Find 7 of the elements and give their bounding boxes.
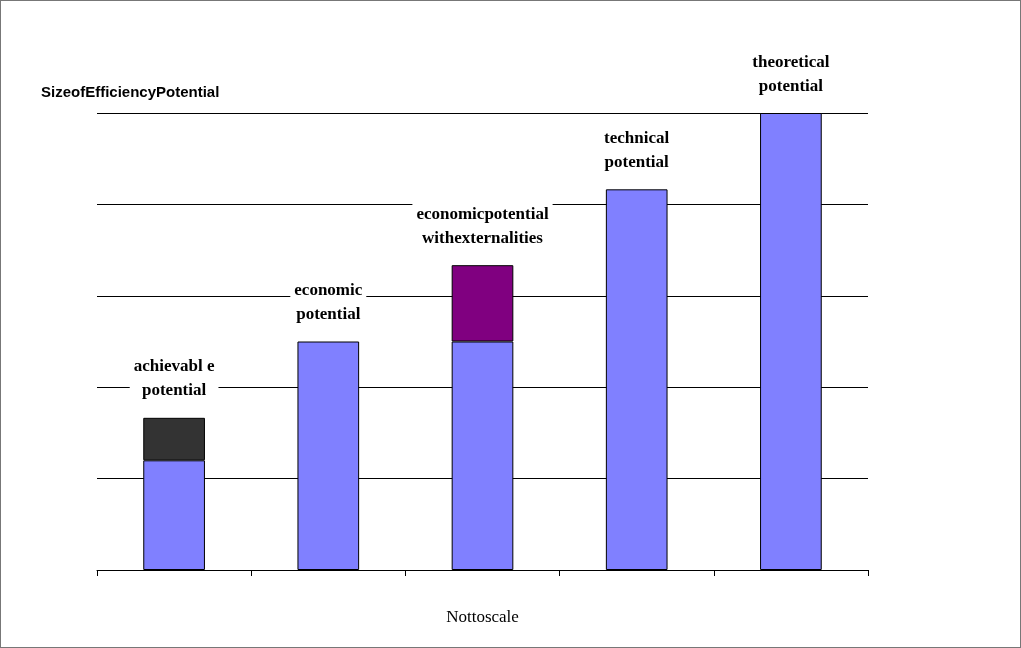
x-tick-label: economic potential [294, 280, 363, 323]
x-tick-label: economicpotential withexternalities [416, 203, 549, 247]
x-tick-label: technical potential [604, 127, 670, 171]
x-tick-label: theoretical potential [752, 51, 830, 95]
x-axis-title: Nottoscale [446, 607, 519, 626]
x-tick-label: achievabl e potential [133, 356, 215, 400]
chart-title: SizeofEfficiencyPotential [41, 83, 220, 100]
